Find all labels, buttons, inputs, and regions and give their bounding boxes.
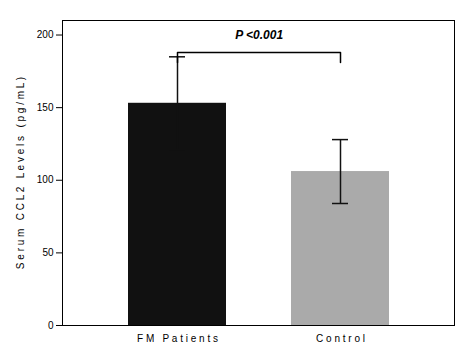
svg-text:C o n t r o l: C o n t r o l: [316, 333, 365, 344]
svg-text:200: 200: [37, 29, 54, 40]
svg-text:0: 0: [48, 320, 54, 331]
svg-text:S e r u m C C L 2 L e v e: S e r u m C C L 2 L e v e l s ( p g / m …: [15, 77, 26, 269]
svg-text:150: 150: [37, 102, 54, 113]
svg-text:P <0.001: P <0.001: [235, 28, 283, 42]
svg-text:100: 100: [37, 174, 54, 185]
svg-text:F M P a t i e n t s: F M P a t i e n t s: [137, 333, 218, 344]
svg-text:50: 50: [42, 247, 54, 258]
